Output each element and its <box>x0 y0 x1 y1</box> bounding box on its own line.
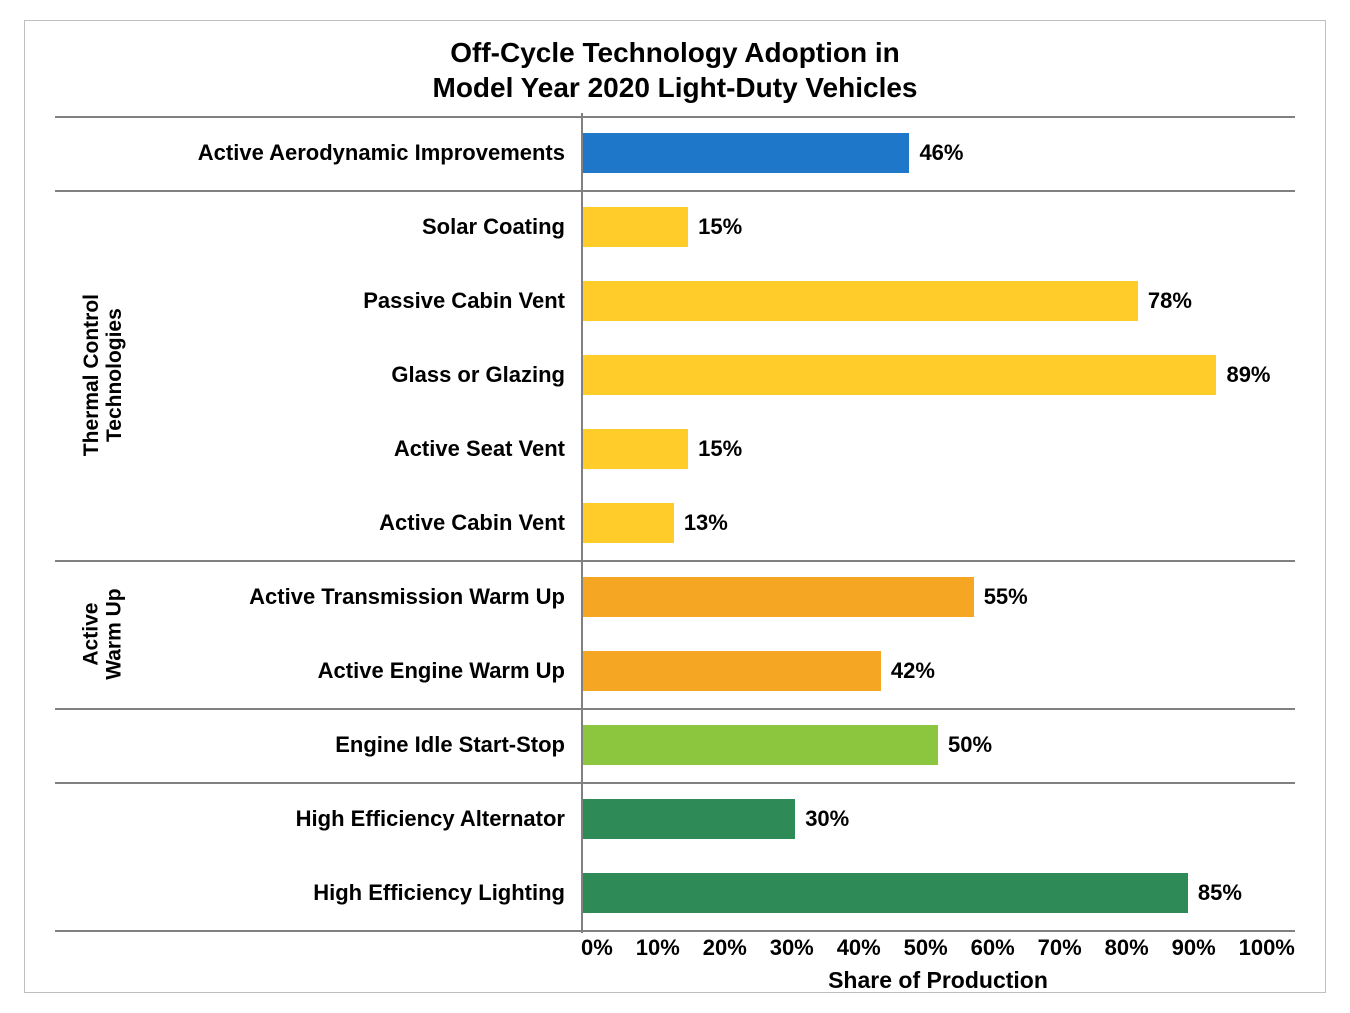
bar-value-label: 13% <box>674 510 728 536</box>
bar-track: 13% <box>581 503 1295 543</box>
bar-value-label: 15% <box>688 436 742 462</box>
group-label: Thermal Control Technologies <box>80 294 126 456</box>
x-axis-tick: 0% <box>581 935 613 961</box>
bar-value-label: 30% <box>795 806 849 832</box>
group-label-band: Active Warm Up <box>55 560 151 708</box>
bar-category-label: Active Transmission Warm Up <box>151 584 581 610</box>
bar-category-label: Active Cabin Vent <box>151 510 581 536</box>
bar <box>581 429 688 469</box>
x-axis-pad <box>55 935 581 961</box>
plot-region: Thermal Control Technologies Active Warm … <box>55 113 1295 933</box>
bar-track: 85% <box>581 873 1295 913</box>
bar-row: Glass or Glazing 89% <box>151 338 1295 412</box>
bar-category-label: Engine Idle Start-Stop <box>151 732 581 758</box>
chart-title-line-2: Model Year 2020 Light-Duty Vehicles <box>55 70 1295 105</box>
bar-value-label: 85% <box>1188 880 1242 906</box>
bar <box>581 873 1188 913</box>
x-axis-tick: 30% <box>770 935 814 961</box>
bar-row: Active Seat Vent 15% <box>151 412 1295 486</box>
bar-value-label: 42% <box>881 658 935 684</box>
bar-row: Engine Idle Start-Stop 50% <box>151 708 1295 782</box>
bar-category-label: Active Engine Warm Up <box>151 658 581 684</box>
bar <box>581 355 1216 395</box>
x-axis-tick: 60% <box>971 935 1015 961</box>
bar-category-label: Solar Coating <box>151 214 581 240</box>
chart-title: Off-Cycle Technology Adoption in Model Y… <box>55 35 1295 105</box>
x-axis-tick: 40% <box>837 935 881 961</box>
group-separator <box>55 190 1295 192</box>
x-axis-tick: 10% <box>636 935 680 961</box>
bar <box>581 577 974 617</box>
bar <box>581 799 795 839</box>
bar-value-label: 78% <box>1138 288 1192 314</box>
bar-row: Active Transmission Warm Up 55% <box>151 560 1295 634</box>
bar-track: 46% <box>581 133 1295 173</box>
x-axis-tick: 20% <box>703 935 747 961</box>
x-axis: 0% 10% 20% 30% 40% 50% 60% 70% 80% 90% 100% <box>55 935 1295 961</box>
bar-category-label: Active Seat Vent <box>151 436 581 462</box>
bar-row: Passive Cabin Vent 78% <box>151 264 1295 338</box>
bar-value-label: 46% <box>909 140 963 166</box>
group-label-band: Thermal Control Technologies <box>55 190 151 560</box>
bar <box>581 503 674 543</box>
bar-category-label: High Efficiency Alternator <box>151 806 581 832</box>
bar-track: 78% <box>581 281 1295 321</box>
chart-title-line-1: Off-Cycle Technology Adoption in <box>55 35 1295 70</box>
bar-row: Active Cabin Vent 13% <box>151 486 1295 560</box>
bar-track: 89% <box>581 355 1295 395</box>
bar-row: High Efficiency Alternator 30% <box>151 782 1295 856</box>
bar-row: Active Aerodynamic Improvements 46% <box>151 116 1295 190</box>
chart-frame: Off-Cycle Technology Adoption in Model Y… <box>24 20 1326 993</box>
bar <box>581 651 881 691</box>
bar <box>581 133 909 173</box>
group-separator <box>55 782 1295 784</box>
x-axis-ticks: 0% 10% 20% 30% 40% 50% 60% 70% 80% 90% 100% <box>581 935 1295 961</box>
bar-category-label: Passive Cabin Vent <box>151 288 581 314</box>
bar-row: Active Engine Warm Up 42% <box>151 634 1295 708</box>
bar-value-label: 50% <box>938 732 992 758</box>
bar-track: 15% <box>581 207 1295 247</box>
bar-category-label: Glass or Glazing <box>151 362 581 388</box>
x-axis-tick: 90% <box>1172 935 1216 961</box>
bar-row: High Efficiency Lighting 85% <box>151 856 1295 930</box>
x-axis-tick: 70% <box>1038 935 1082 961</box>
bar-value-label: 15% <box>688 214 742 240</box>
bar <box>581 725 938 765</box>
group-separator <box>55 930 1295 932</box>
group-separator <box>55 116 1295 118</box>
x-axis-label: Share of Production <box>581 967 1295 993</box>
group-separator <box>55 708 1295 710</box>
x-axis-label-row: Share of Production <box>55 961 1295 993</box>
group-label-gutter: Thermal Control Technologies Active Warm … <box>55 113 151 933</box>
bar-track: 55% <box>581 577 1295 617</box>
group-label: Active Warm Up <box>80 588 126 679</box>
bar-value-label: 89% <box>1216 362 1270 388</box>
x-axis-tick: 50% <box>904 935 948 961</box>
bar-category-label: Active Aerodynamic Improvements <box>151 140 581 166</box>
x-axis-tick: 100% <box>1239 935 1295 961</box>
bar <box>581 281 1138 321</box>
bar-track: 42% <box>581 651 1295 691</box>
bar-track: 15% <box>581 429 1295 469</box>
bar-category-label: High Efficiency Lighting <box>151 880 581 906</box>
bar-row: Solar Coating 15% <box>151 190 1295 264</box>
group-separator <box>55 560 1295 562</box>
chart-container: Off-Cycle Technology Adoption in Model Y… <box>0 0 1350 1013</box>
bar-track: 30% <box>581 799 1295 839</box>
bar-value-label: 55% <box>974 584 1028 610</box>
bar <box>581 207 688 247</box>
y-axis-line <box>581 113 583 933</box>
bar-track: 50% <box>581 725 1295 765</box>
bars-area: Active Aerodynamic Improvements 46% Solar … <box>151 113 1295 933</box>
x-axis-tick: 80% <box>1105 935 1149 961</box>
